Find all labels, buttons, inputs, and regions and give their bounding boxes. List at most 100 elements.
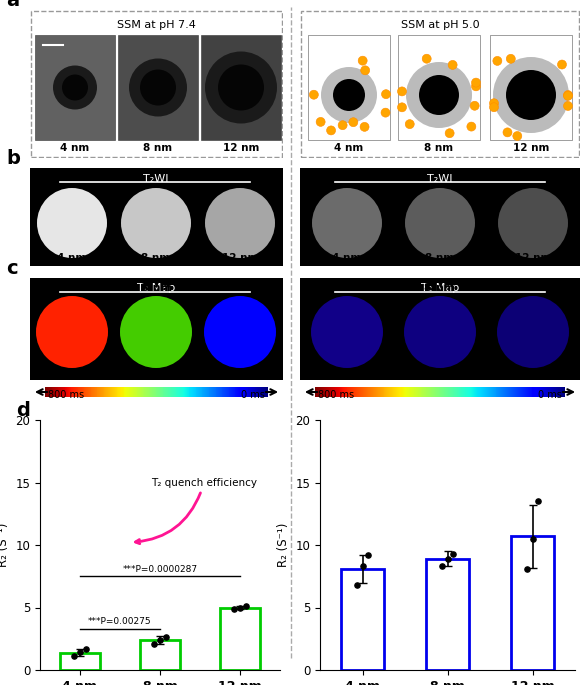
- Bar: [140, 640, 180, 670]
- Text: SSM at pH 7.4: SSM at pH 7.4: [117, 20, 195, 30]
- Point: [230, 604, 239, 615]
- Circle shape: [205, 51, 277, 123]
- Circle shape: [419, 75, 459, 115]
- Circle shape: [360, 66, 370, 75]
- Bar: [201, 35, 281, 140]
- Bar: [118, 35, 198, 140]
- Bar: [220, 608, 260, 670]
- Text: T₂ Map: T₂ Map: [421, 283, 459, 293]
- Circle shape: [360, 123, 369, 132]
- Circle shape: [309, 90, 318, 99]
- Point: [81, 644, 90, 655]
- Circle shape: [471, 78, 481, 87]
- Circle shape: [140, 69, 176, 105]
- Text: 12 nm: 12 nm: [223, 143, 259, 153]
- Circle shape: [397, 87, 407, 96]
- Circle shape: [507, 54, 515, 63]
- Point: [150, 639, 159, 650]
- Text: T₂WI: T₂WI: [427, 174, 453, 184]
- Circle shape: [37, 188, 107, 258]
- Circle shape: [382, 90, 390, 99]
- Point: [534, 496, 543, 507]
- Text: 8 nm: 8 nm: [424, 143, 454, 153]
- Circle shape: [497, 296, 569, 368]
- Bar: [341, 569, 384, 670]
- Circle shape: [564, 101, 572, 110]
- Circle shape: [405, 120, 414, 129]
- Circle shape: [558, 60, 566, 69]
- Y-axis label: R₂ (S⁻¹): R₂ (S⁻¹): [0, 523, 10, 567]
- Circle shape: [467, 122, 476, 131]
- Text: T₂WI: T₂WI: [143, 174, 168, 184]
- Text: 4 nm: 4 nm: [58, 283, 89, 293]
- Circle shape: [397, 103, 407, 112]
- Bar: [511, 536, 554, 670]
- Text: T₂ quench efficiency: T₂ quench efficiency: [136, 477, 257, 544]
- Point: [364, 549, 373, 560]
- Text: ***P=0.0000287: ***P=0.0000287: [123, 564, 198, 574]
- Circle shape: [564, 91, 572, 101]
- Text: 12 nm: 12 nm: [513, 283, 552, 293]
- Text: ***P=0.00275: ***P=0.00275: [88, 617, 152, 626]
- Text: 4 nm: 4 nm: [60, 143, 90, 153]
- Circle shape: [121, 188, 191, 258]
- Circle shape: [316, 117, 325, 127]
- Circle shape: [338, 121, 347, 129]
- Circle shape: [448, 60, 457, 69]
- Circle shape: [120, 296, 192, 368]
- Circle shape: [36, 296, 108, 368]
- Text: 12 nm: 12 nm: [222, 253, 258, 263]
- Circle shape: [349, 118, 358, 127]
- Circle shape: [445, 129, 454, 138]
- Text: d: d: [16, 401, 31, 420]
- Text: 800 ms: 800 ms: [318, 390, 354, 400]
- Text: 0 ms: 0 ms: [538, 390, 562, 400]
- Text: 12 nm: 12 nm: [513, 143, 549, 153]
- Text: 4 nm: 4 nm: [332, 253, 362, 263]
- Point: [161, 632, 170, 643]
- Circle shape: [326, 126, 336, 135]
- Circle shape: [471, 82, 481, 91]
- Text: T₂ Map: T₂ Map: [137, 283, 175, 293]
- Point: [522, 563, 531, 574]
- Circle shape: [405, 188, 475, 258]
- Point: [241, 600, 250, 611]
- Bar: [35, 35, 115, 140]
- Text: b: b: [6, 149, 21, 168]
- Circle shape: [506, 70, 556, 120]
- Text: 8 nm: 8 nm: [426, 253, 454, 263]
- Circle shape: [490, 99, 498, 108]
- Circle shape: [422, 54, 431, 63]
- Bar: [60, 653, 100, 670]
- Point: [358, 561, 367, 572]
- Circle shape: [498, 188, 568, 258]
- Text: 4 nm: 4 nm: [335, 143, 363, 153]
- Circle shape: [204, 296, 276, 368]
- Bar: [398, 35, 480, 140]
- Circle shape: [470, 101, 479, 110]
- Text: 8 nm: 8 nm: [141, 253, 171, 263]
- Circle shape: [53, 66, 97, 110]
- Text: 800 ms: 800 ms: [48, 390, 84, 400]
- Text: 12 nm: 12 nm: [515, 253, 551, 263]
- Text: a: a: [6, 0, 19, 10]
- Point: [448, 548, 458, 559]
- Point: [235, 602, 245, 613]
- Text: SSM at pH 5.0: SSM at pH 5.0: [401, 20, 480, 30]
- Circle shape: [205, 188, 275, 258]
- Bar: [308, 35, 390, 140]
- Circle shape: [493, 56, 502, 65]
- Text: 4 nm: 4 nm: [58, 253, 87, 263]
- Circle shape: [503, 128, 512, 137]
- Text: 8 nm: 8 nm: [424, 283, 456, 293]
- Bar: [490, 35, 572, 140]
- Text: 0 ms: 0 ms: [241, 390, 265, 400]
- Circle shape: [404, 296, 476, 368]
- Point: [70, 650, 79, 661]
- Text: c: c: [6, 259, 18, 278]
- Circle shape: [406, 62, 472, 128]
- Circle shape: [490, 103, 498, 112]
- Circle shape: [312, 188, 382, 258]
- Text: 8 nm: 8 nm: [143, 143, 173, 153]
- Circle shape: [564, 90, 572, 99]
